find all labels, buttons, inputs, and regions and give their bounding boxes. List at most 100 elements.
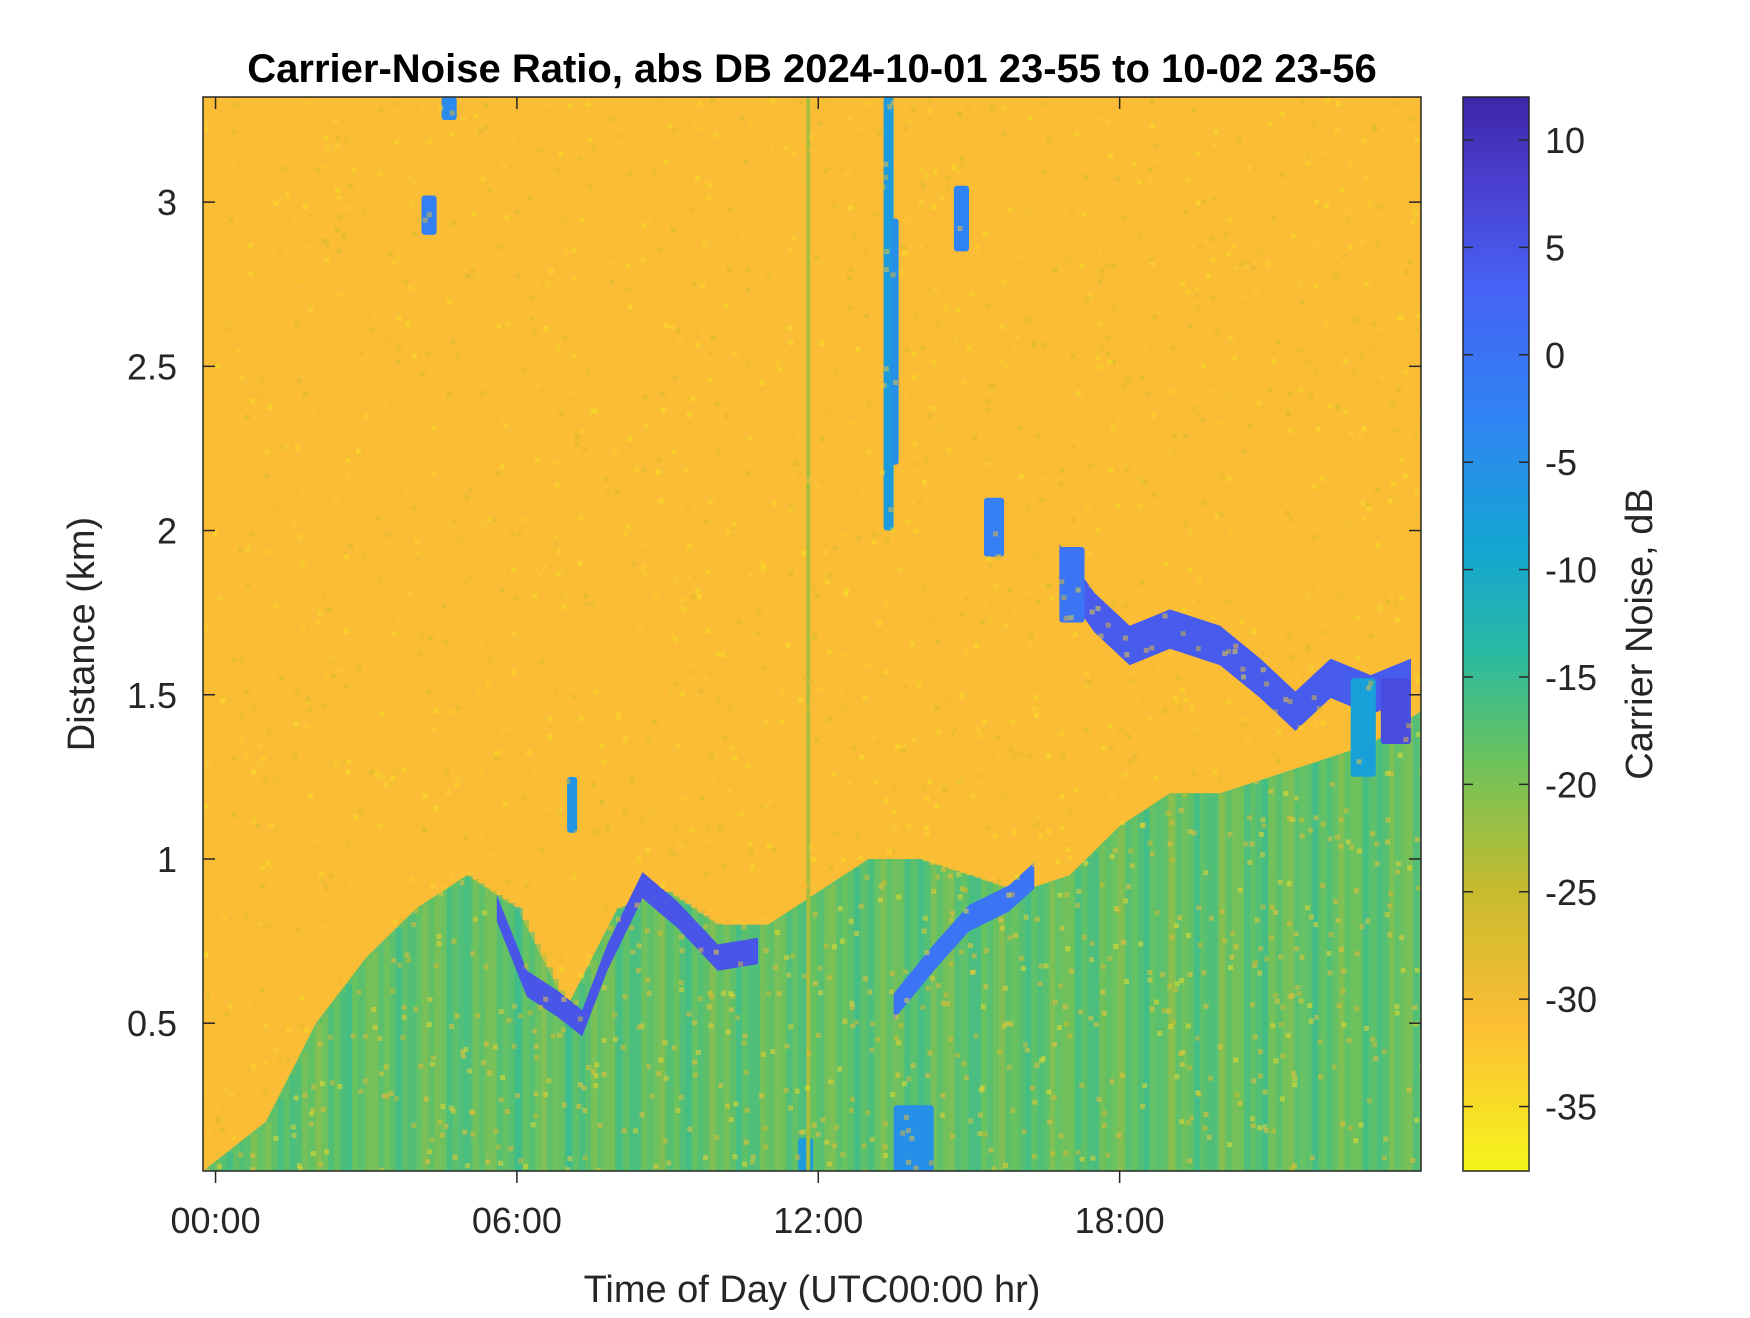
noise-speck: [675, 1108, 681, 1114]
noise-speck: [1241, 716, 1247, 722]
noise-speck: [1373, 1056, 1379, 1062]
noise-speck: [1347, 523, 1353, 529]
noise-speck: [801, 188, 807, 194]
noise-speck: [951, 165, 957, 171]
boundary-layer-column: [673, 895, 680, 1171]
noise-speck: [863, 1169, 869, 1171]
noise-speck: [889, 989, 895, 995]
noise-speck: [1305, 592, 1311, 598]
noise-speck: [1139, 822, 1145, 828]
noise-speck: [574, 434, 580, 440]
noise-speck: [336, 195, 342, 201]
noise-speck: [252, 236, 258, 242]
noise-speck: [813, 107, 818, 113]
boundary-layer-column: [798, 905, 805, 1171]
noise-speck: [704, 182, 710, 188]
noise-speck: [946, 448, 952, 454]
noise-speck: [871, 286, 877, 292]
noise-speck: [747, 304, 753, 310]
noise-speck: [1014, 572, 1020, 578]
noise-speck: [1289, 517, 1295, 522]
noise-speck: [1182, 521, 1188, 527]
noise-speck: [1182, 792, 1188, 798]
noise-speck: [561, 996, 567, 1002]
boundary-layer-column: [257, 1128, 263, 1171]
boundary-layer-column: [1294, 769, 1301, 1171]
noise-speck: [1058, 983, 1064, 989]
noise-speck: [1344, 225, 1350, 230]
noise-speck: [593, 1073, 599, 1079]
noise-speck: [426, 490, 432, 496]
noise-speck: [1149, 851, 1155, 857]
noise-speck: [1219, 473, 1225, 478]
noise-speck: [285, 192, 290, 198]
noise-speck: [690, 396, 696, 402]
noise-speck: [1126, 734, 1132, 739]
noise-speck: [1310, 359, 1316, 365]
noise-speck: [455, 731, 461, 737]
noise-speck: [388, 251, 394, 256]
noise-speck: [661, 99, 667, 105]
noise-speck: [716, 698, 722, 704]
noise-speck: [203, 625, 209, 630]
noise-speck: [1345, 710, 1351, 716]
noise-speck: [742, 758, 748, 764]
noise-speck: [264, 472, 270, 478]
noise-speck: [630, 949, 636, 955]
noise-speck: [838, 460, 844, 466]
noise-speck: [1069, 694, 1075, 700]
noise-speck: [854, 1019, 860, 1025]
noise-speck: [1354, 1006, 1360, 1012]
noise-speck: [657, 930, 663, 936]
noise-speck: [1059, 794, 1065, 800]
noise-speck: [1310, 583, 1316, 589]
noise-speck: [234, 591, 240, 597]
noise-speck: [827, 975, 833, 981]
noise-speck: [778, 793, 784, 799]
noise-speck: [437, 1119, 443, 1125]
noise-speck: [1009, 801, 1015, 807]
cloud-patch: [441, 97, 457, 120]
noise-speck: [697, 163, 702, 169]
noise-speck: [663, 1075, 669, 1081]
noise-speck: [1264, 956, 1270, 962]
noise-speck: [786, 666, 791, 672]
noise-speck: [1315, 426, 1321, 432]
noise-speck: [565, 1167, 570, 1171]
noise-speck: [626, 524, 631, 530]
noise-speck: [668, 685, 674, 690]
noise-speck: [536, 148, 542, 154]
noise-speck: [1057, 892, 1063, 898]
noise-speck: [875, 1037, 881, 1042]
noise-speck: [1060, 752, 1066, 758]
boundary-layer-column: [458, 880, 465, 1171]
noise-speck: [1312, 121, 1318, 127]
noise-speck: [1077, 369, 1083, 375]
noise-speck: [883, 600, 889, 606]
noise-speck: [230, 1023, 236, 1029]
noise-speck: [934, 522, 939, 528]
noise-speck: [1123, 372, 1129, 378]
noise-speck: [764, 719, 770, 725]
boundary-layer-column: [667, 891, 674, 1171]
noise-speck: [1379, 333, 1384, 339]
noise-speck: [1288, 428, 1294, 434]
noise-speck: [1360, 500, 1366, 506]
noise-speck: [1141, 700, 1146, 706]
noise-speck: [745, 762, 751, 768]
noise-speck: [988, 1147, 994, 1153]
noise-speck: [1107, 360, 1113, 365]
noise-speck: [988, 601, 994, 606]
noise-speck: [795, 588, 801, 594]
noise-speck: [346, 458, 351, 464]
noise-speck: [778, 908, 784, 914]
noise-speck: [1099, 269, 1105, 275]
noise-speck: [304, 625, 310, 631]
noise-speck: [1192, 468, 1198, 474]
noise-speck: [1356, 759, 1362, 765]
noise-speck: [579, 217, 585, 223]
noise-speck: [635, 967, 641, 973]
noise-speck: [1185, 290, 1191, 296]
noise-speck: [1210, 294, 1216, 300]
noise-speck: [981, 718, 987, 724]
